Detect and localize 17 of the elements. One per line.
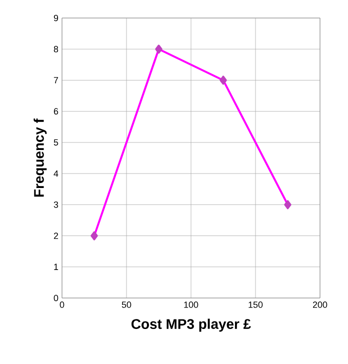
y-tick-label: 7: [54, 77, 58, 84]
y-tick-label: 1: [54, 264, 58, 270]
y-tick-label: 6: [54, 108, 58, 115]
y-tick-label: 0: [54, 294, 58, 302]
y-tick-label: 8: [54, 46, 58, 52]
y-tick-label: 9: [54, 14, 58, 22]
y-tick-label: 2: [54, 232, 58, 239]
x-tick-label: 0: [60, 302, 64, 308]
x-tick-label: 100: [184, 302, 198, 308]
y-tick-label: 4: [54, 170, 58, 177]
y-tick-label: 3: [54, 201, 58, 208]
x-axis-title: Cost MP3 player £: [132, 318, 251, 332]
y-axis-title: Frequency f: [34, 118, 47, 197]
x-tick-label: 150: [248, 302, 263, 308]
x-tick-label: 50: [122, 302, 132, 308]
y-tick-label: 5: [54, 139, 58, 146]
x-tick-label: 200: [312, 302, 328, 308]
